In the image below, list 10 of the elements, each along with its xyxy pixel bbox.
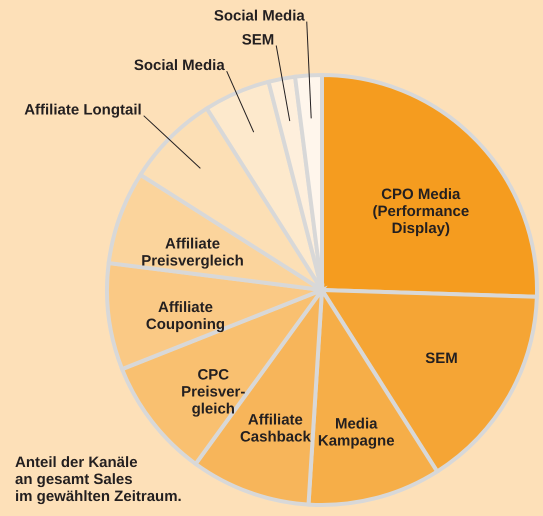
slice-label: Affiliate Preisvergleich [141, 235, 244, 270]
slice-label: Affiliate Longtail [24, 102, 142, 119]
slice-label: CPO Media (Performance Display) [372, 186, 470, 238]
slice-label: Social Media [134, 57, 226, 74]
slice-label: Media Kampagne [318, 415, 395, 450]
text: Anteil der Kanäle an gesamt Sales im gewählten Zeitraum. [15, 454, 182, 505]
slice-label: SEM [425, 350, 458, 368]
slice-label: Social Media [214, 8, 306, 25]
slice-label: Affiliate Couponing [146, 299, 226, 334]
slice-label: SEM [242, 32, 274, 49]
